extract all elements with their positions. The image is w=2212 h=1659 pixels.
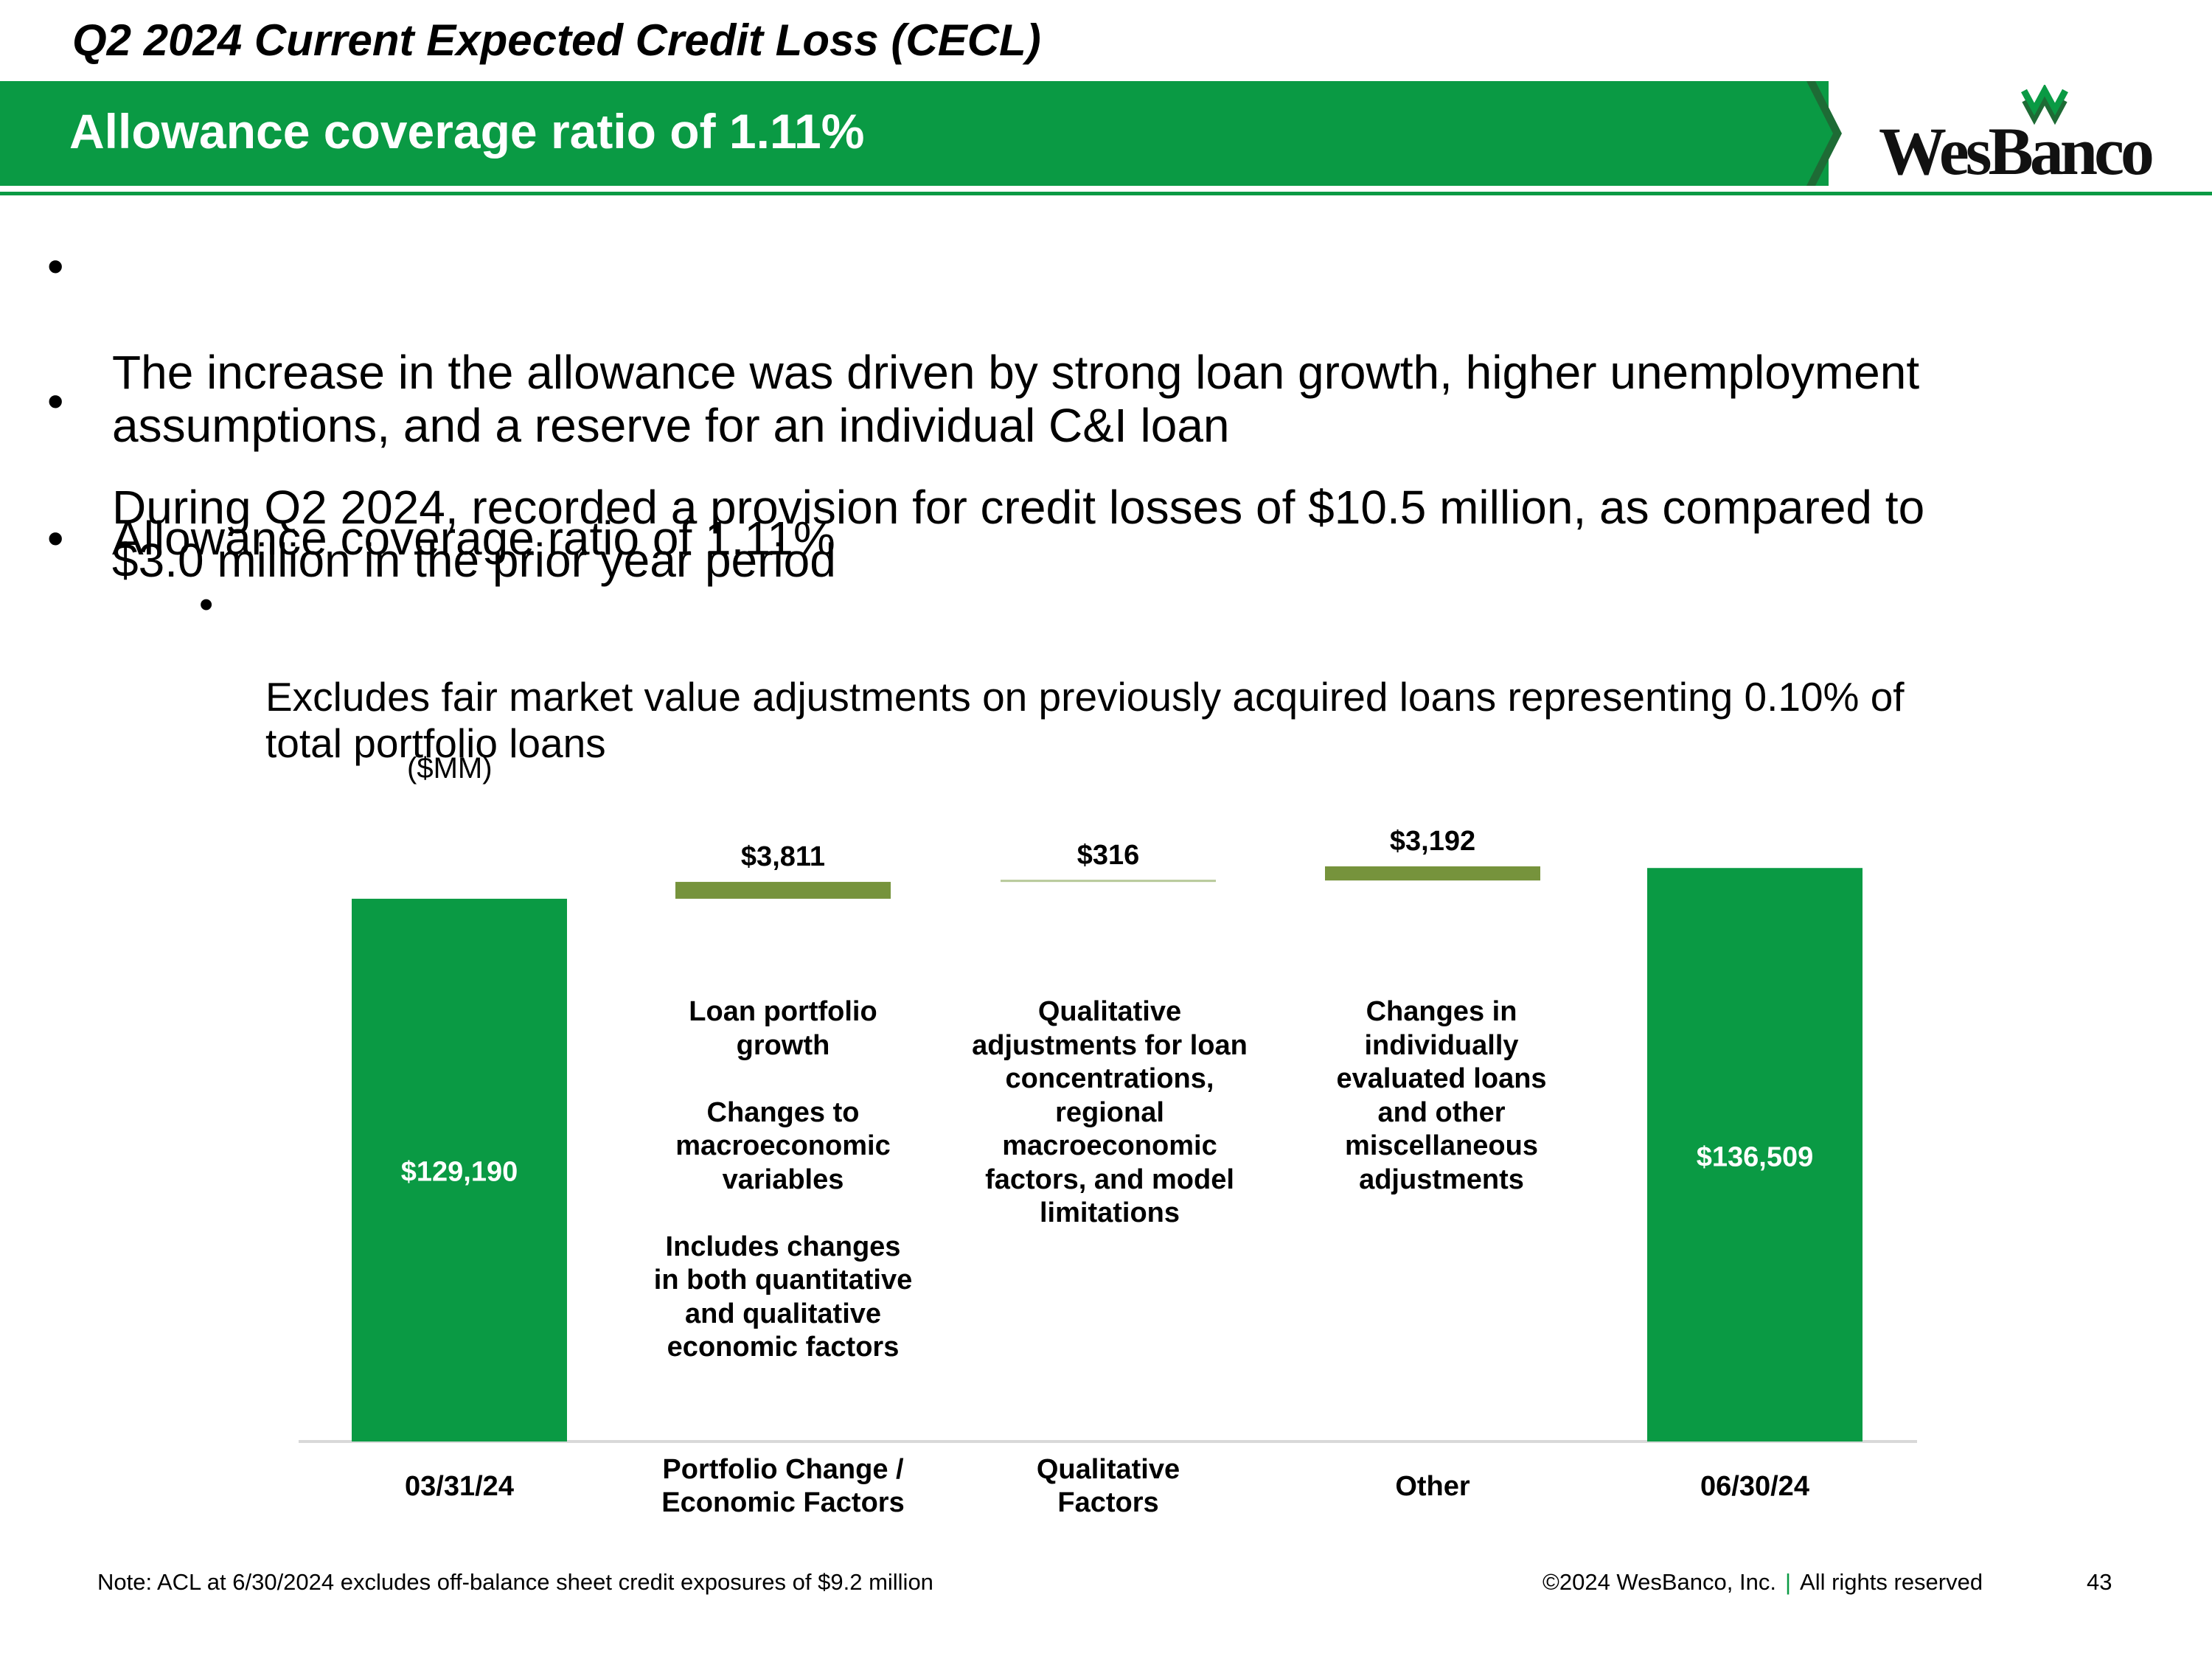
logo-wordmark: WesBanco [1879, 114, 2154, 189]
bullet-provision: • During Q2 2024, recorded a provision f… [47, 375, 1925, 587]
title-banner [0, 81, 1829, 186]
chevron-decoration-icon [1799, 81, 1842, 186]
bar-value-label: $3,192 [1390, 826, 1475, 857]
bullet-text: During Q2 2024, recorded a provision for… [112, 481, 1925, 587]
description-portfolio-change: Loan portfolio growth Changes to macroec… [653, 996, 913, 1363]
bullet-text: The increase in the allowance was driven… [112, 346, 1920, 452]
bullet-icon: • [47, 240, 64, 293]
description-qualitative: Qualitative adjustments for loan concent… [972, 996, 1248, 1228]
page-number: 43 [2087, 1569, 2112, 1595]
bullet-text: Allowance coverage ratio of 1.11% [112, 512, 835, 565]
bullet-allowance-drivers: • The increase in the allowance was driv… [47, 240, 1920, 452]
header-rule [0, 192, 2212, 195]
category-tick-label: 06/30/24 [1700, 1471, 1809, 1502]
bar-value-label: $3,811 [741, 841, 825, 872]
copyright-text: ©2024 WesBanco, Inc. [1543, 1569, 1776, 1595]
bar-value-label: $129,190 [401, 1157, 518, 1188]
slide-title: Q2 2024 Current Expected Credit Loss (CE… [72, 15, 1041, 65]
rights-text: All rights reserved [1800, 1569, 1983, 1595]
bullet-icon: • [199, 581, 214, 627]
footer-note: Note: ACL at 6/30/2024 excludes off-bala… [97, 1569, 933, 1595]
category-tick-label: Other [1395, 1471, 1470, 1502]
bar-delta [1001, 880, 1216, 883]
category-tick-label: Qualitative Factors [1037, 1454, 1180, 1518]
bar-delta [1325, 866, 1540, 881]
bar-delta [675, 882, 891, 899]
banner-headline: Allowance coverage ratio of 1.11% [69, 104, 865, 159]
bullet-text: Excludes fair market value adjustments o… [265, 674, 1905, 766]
footer-copyright: ©2024 WesBanco, Inc. | All rights reserved [1543, 1569, 1983, 1596]
wesbanco-logo-icon [2021, 85, 2068, 125]
footer-separator: | [1784, 1569, 1792, 1595]
chart-unit-label: ($MM) [407, 752, 493, 785]
bar-total [352, 898, 567, 1441]
category-tick-label: Portfolio Change / Economic Factors [661, 1454, 904, 1518]
category-tick-label: 03/31/24 [405, 1471, 514, 1502]
bar-value-label: $316 [1077, 840, 1140, 871]
bar-value-label: $136,509 [1697, 1142, 1814, 1173]
bar-total [1647, 868, 1863, 1441]
bullet-icon: • [47, 512, 64, 565]
bullet-icon: • [47, 375, 64, 428]
sub-bullet-fmv: • Excludes fair market value adjustments… [199, 581, 1905, 767]
bullet-coverage-ratio: • Allowance coverage ratio of 1.11% [47, 512, 835, 565]
description-other: Changes in individually evaluated loans … [1336, 996, 1547, 1195]
